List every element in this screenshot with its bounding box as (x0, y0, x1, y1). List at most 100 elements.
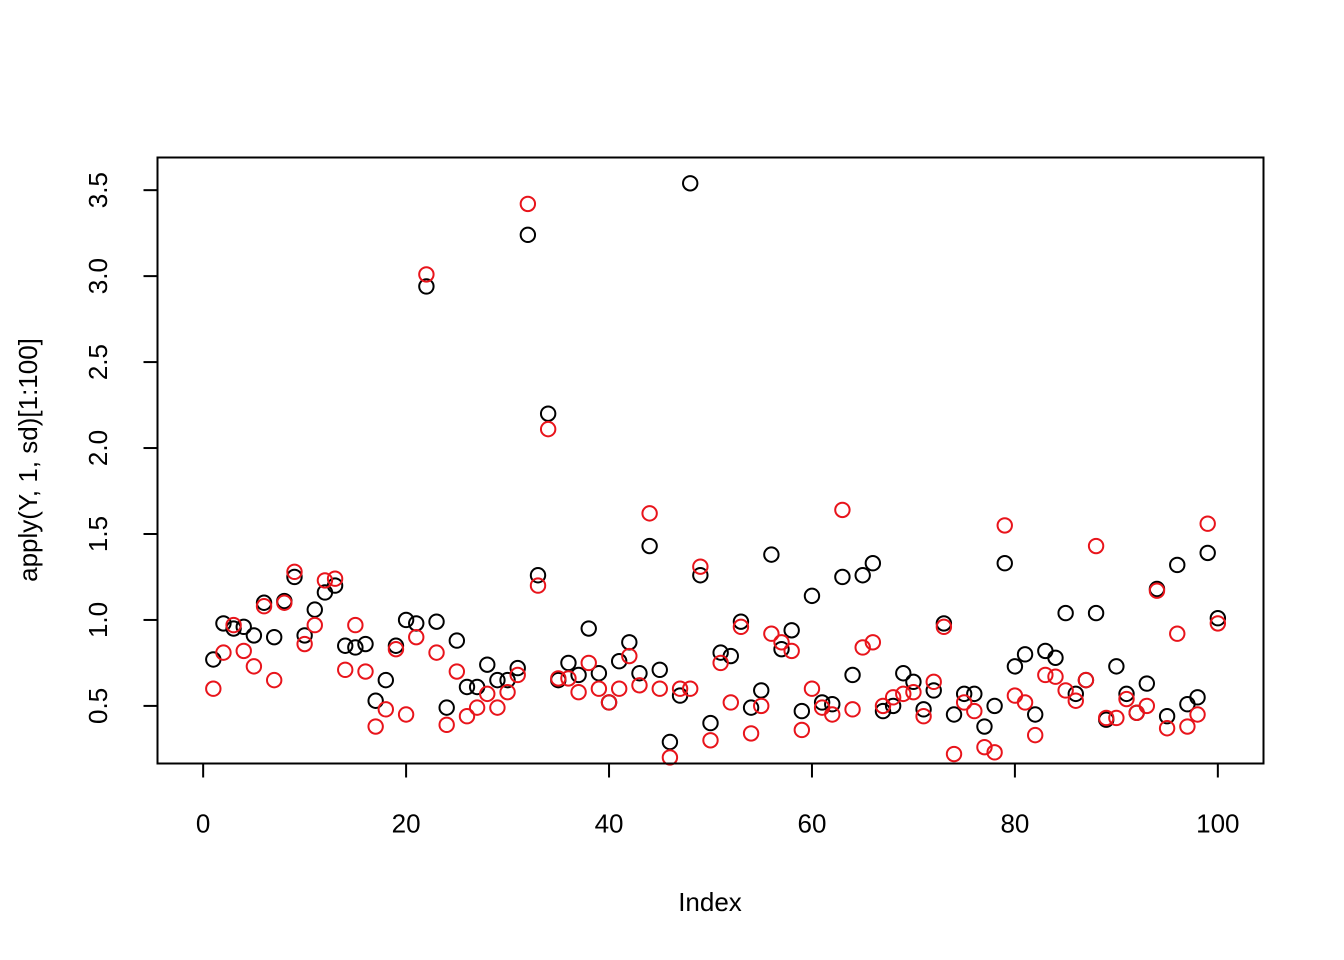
data-point (1199, 544, 1216, 562)
data-point (682, 680, 699, 697)
data-point (1057, 604, 1074, 622)
data-point (468, 678, 486, 696)
data-point (1067, 692, 1084, 709)
data-point (580, 654, 597, 672)
data-point (458, 708, 476, 725)
data-point (1128, 704, 1145, 721)
data-point (225, 616, 242, 634)
data-point (884, 689, 902, 706)
data-point (742, 699, 760, 716)
x-tick-label: 100 (1196, 809, 1239, 839)
data-point (205, 651, 222, 668)
data-point (763, 625, 780, 642)
data-point (1179, 718, 1196, 735)
data-point (1016, 694, 1034, 711)
data-point (1108, 709, 1125, 727)
data-point (1199, 515, 1216, 532)
data-point (976, 718, 993, 735)
data-point (519, 226, 537, 244)
data-point (864, 555, 882, 572)
data-point (215, 615, 232, 632)
data-point (326, 577, 344, 594)
data-point (1209, 615, 1227, 632)
data-point (499, 671, 516, 689)
data-point (387, 640, 405, 658)
data-point (337, 661, 354, 679)
data-point (1158, 720, 1176, 737)
data-point (377, 671, 395, 689)
data-point (296, 627, 313, 644)
data-point (803, 680, 821, 697)
data-point (732, 613, 750, 630)
data-point (408, 628, 425, 646)
data-point (265, 628, 283, 646)
data-point (996, 555, 1013, 572)
data-point (1087, 604, 1105, 622)
data-point (955, 694, 973, 711)
data-point (1087, 537, 1105, 555)
data-point (529, 577, 547, 594)
data-point (966, 702, 983, 720)
data-point (854, 639, 871, 656)
data-point (996, 517, 1013, 534)
y-tick-label: 2.0 (83, 430, 113, 466)
data-point (560, 654, 577, 672)
data-point (722, 694, 739, 711)
data-point (824, 706, 841, 723)
data-point (1016, 646, 1034, 663)
data-point (742, 725, 760, 742)
x-tick-label: 40 (595, 809, 624, 839)
data-point (905, 673, 922, 691)
data-point (783, 622, 800, 639)
data-point (702, 714, 719, 732)
data-point (1047, 668, 1064, 685)
data-point (479, 685, 496, 703)
series-1 (205, 175, 1227, 751)
data-point (864, 634, 882, 651)
data-point (773, 640, 790, 658)
data-point (1067, 685, 1084, 703)
data-point (641, 505, 658, 522)
data-point (326, 570, 344, 587)
data-point (418, 266, 435, 283)
data-point (1108, 658, 1125, 675)
data-point (570, 666, 587, 684)
x-tick-label: 60 (798, 809, 827, 839)
data-point (763, 546, 780, 563)
data-point (1026, 706, 1044, 723)
data-point (499, 683, 516, 701)
data-point (986, 697, 1003, 715)
data-point (590, 680, 608, 697)
data-point (753, 697, 770, 715)
data-point (651, 680, 668, 697)
data-point (874, 697, 892, 715)
data-point (367, 718, 384, 735)
data-point (1118, 685, 1135, 703)
data-point (255, 597, 273, 615)
data-point (966, 685, 983, 703)
x-tick-label: 0 (196, 809, 210, 839)
data-point (631, 677, 648, 694)
data-point (1169, 556, 1186, 574)
data-point (1148, 582, 1166, 599)
data-point (621, 647, 638, 665)
data-point (793, 702, 811, 720)
data-point (205, 680, 222, 697)
data-point (1118, 690, 1135, 708)
data-point (641, 537, 658, 555)
data-point (509, 666, 526, 684)
data-point (306, 616, 323, 634)
data-point (844, 666, 861, 684)
data-point (519, 195, 537, 213)
data-point (793, 721, 811, 739)
data-point (722, 647, 739, 665)
data-points (205, 175, 1227, 766)
data-point (1057, 682, 1074, 699)
data-point (448, 663, 466, 680)
data-point (428, 613, 445, 630)
plot-box (156, 156, 1265, 765)
data-point (560, 670, 577, 687)
data-point (732, 618, 750, 636)
data-point (387, 637, 405, 654)
